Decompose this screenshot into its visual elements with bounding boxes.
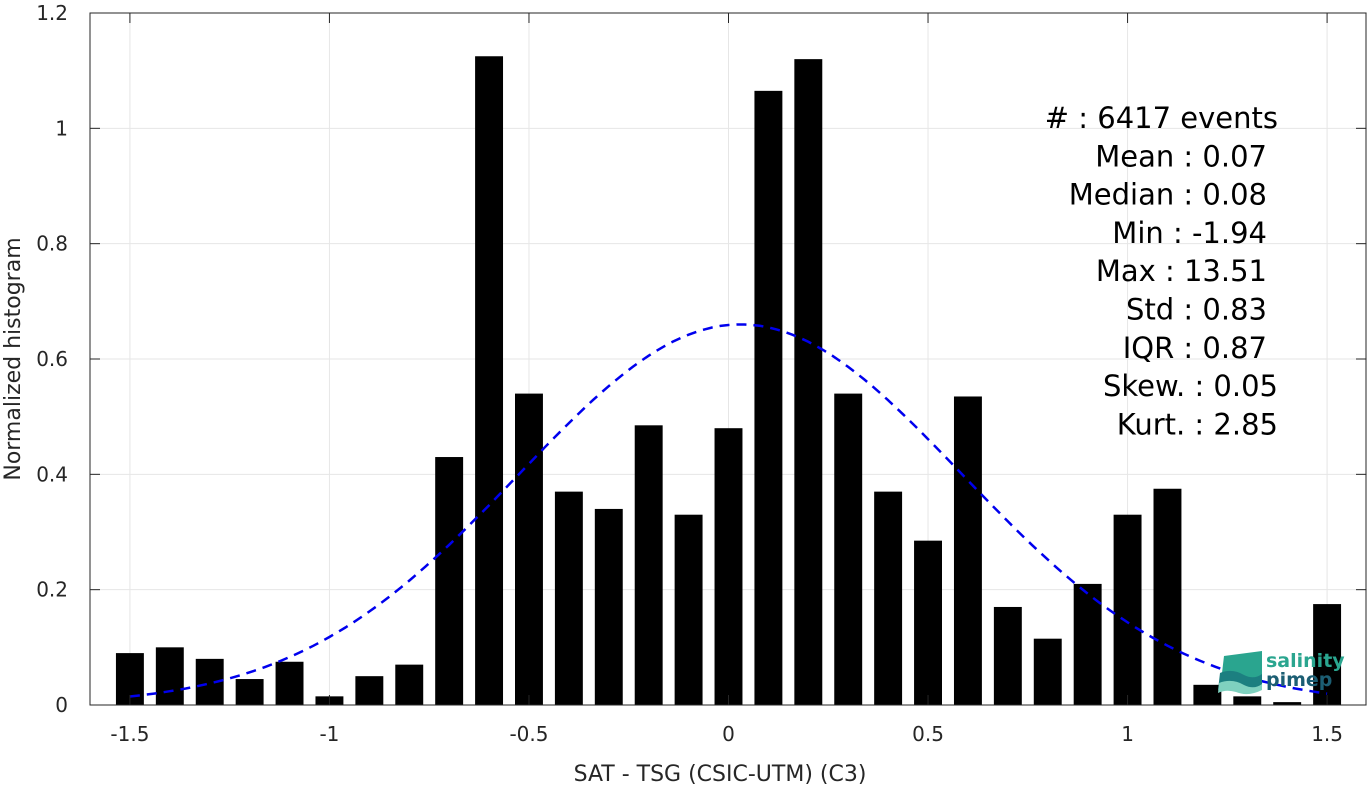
stat-line: IQR : 0.87 (1123, 331, 1267, 365)
x-tick-label: 1.5 (1311, 722, 1343, 746)
histogram-bar (953, 396, 982, 705)
stat-line: Max : 13.51 (1096, 254, 1267, 288)
stat-line: Min : -1.94 (1112, 216, 1267, 250)
histogram-bar (674, 514, 703, 705)
gaussian-fit-line (129, 323, 1328, 698)
histogram-bar (794, 59, 823, 705)
gaussian-fit (129, 323, 1328, 698)
y-tick-label: 0.6 (36, 347, 68, 371)
statistics-box: # : 6417 events Mean : 0.07 Median : 0.08 M… (1045, 101, 1278, 441)
stat-line: Median : 0.08 (1069, 178, 1267, 212)
histogram-bar (1033, 638, 1062, 705)
stat-line: Kurt. : 2.85 (1117, 407, 1278, 441)
histogram-bar (714, 428, 743, 705)
histogram-bar (155, 647, 184, 705)
histogram-bar (395, 664, 424, 705)
x-tick-labels: -1.5 -1 -0.5 0 0.5 1 1.5 (110, 722, 1343, 746)
histogram-bar (874, 491, 903, 705)
stat-line: # : 6417 events (1045, 101, 1278, 135)
stat-line: Mean : 0.07 (1095, 139, 1267, 173)
histogram-bar (554, 491, 583, 705)
histogram-bar (1313, 604, 1342, 705)
x-axis-label: SAT - TSG (CSIC-UTM) (C3) (574, 762, 867, 785)
histogram-bar (235, 679, 264, 705)
y-tick-label: 0.8 (36, 232, 68, 256)
histogram-bar (475, 56, 504, 705)
histogram-bar (1273, 702, 1302, 705)
x-tick-label: 0 (722, 722, 735, 746)
histogram-bar (834, 393, 863, 705)
stat-line: Skew. : 0.05 (1103, 369, 1278, 403)
axes (89, 12, 1367, 706)
x-tick-label: 0.5 (912, 722, 944, 746)
x-tick-label: -1 (319, 722, 339, 746)
histogram-bar (993, 606, 1022, 705)
y-tick-labels: 0 0.2 0.4 0.6 0.8 1 1.2 (36, 1, 68, 717)
y-tick-label: 0.2 (36, 578, 68, 602)
histogram-bars (115, 56, 1342, 706)
logo-text-salinity: salinity (1266, 650, 1345, 672)
histogram-bar (515, 393, 543, 705)
x-tick-label: 1 (1121, 722, 1134, 746)
x-tick-label: -1.5 (110, 722, 149, 746)
histogram-bar (914, 540, 942, 705)
histogram-bar (1193, 684, 1222, 705)
histogram-bar (1073, 583, 1102, 705)
salinity-wave-icon (1218, 651, 1262, 695)
y-tick-label: 0.4 (36, 462, 68, 486)
stat-line: Std : 0.83 (1126, 293, 1267, 327)
salinity-pimep-logo: salinity pimep (1218, 650, 1345, 695)
logo-text-pimep: pimep (1266, 669, 1332, 691)
y-tick-label: 1.2 (36, 1, 68, 25)
y-axis-label: Normalized histogram (1, 237, 26, 480)
histogram-bar (355, 676, 384, 705)
histogram-bar (1153, 488, 1182, 705)
histogram-bar (275, 661, 304, 705)
histogram-bar (594, 508, 623, 705)
x-tick-label: -0.5 (509, 722, 548, 746)
histogram-bar (754, 90, 783, 706)
histogram-bar (1233, 696, 1262, 705)
histogram-bar (634, 425, 663, 705)
y-tick-label: 1 (55, 116, 68, 140)
y-tick-label: 0 (55, 693, 68, 717)
histogram-bar (1113, 514, 1142, 705)
histogram-bar (435, 457, 464, 705)
